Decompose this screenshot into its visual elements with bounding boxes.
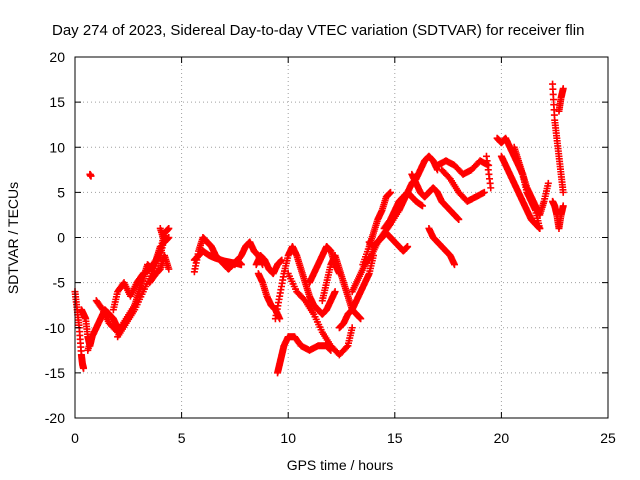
x-tick-label: 15 [387, 430, 403, 446]
y-tick-label: -20 [45, 410, 65, 426]
y-tick-label: -5 [53, 275, 66, 291]
series-arc-23 [359, 188, 395, 269]
data-point [343, 343, 351, 351]
data-point [165, 224, 173, 232]
y-axis-label: SDTVAR / TECUs [5, 182, 21, 294]
data-point [165, 234, 173, 241]
data-point [544, 179, 552, 187]
x-axis-label: GPS time / hours [287, 457, 394, 473]
series-arc-28 [425, 224, 458, 269]
series-arc-01 [71, 288, 88, 372]
series-arc-24 [365, 229, 412, 255]
data-point [87, 172, 95, 180]
y-tick-label: 20 [49, 49, 65, 65]
data-point [237, 261, 245, 269]
series-arc-19 [306, 243, 343, 287]
series-arc-37 [549, 197, 567, 232]
series-arc-09 [146, 252, 173, 287]
data-point [487, 184, 495, 192]
series-arc-16 [274, 333, 335, 377]
data-point [559, 85, 567, 93]
y-tick-label: -10 [45, 320, 65, 336]
data-point [455, 215, 463, 223]
grid-lines [75, 57, 608, 418]
chart-title: Day 274 of 2023, Sidereal Day-to-day VTE… [52, 22, 584, 39]
series-arc-21 [335, 252, 377, 332]
series-arc-29 [433, 157, 493, 178]
y-tick-label: 5 [57, 184, 65, 200]
plot-frame [74, 56, 609, 419]
y-axis-ticks: -20 -15 -10 -5 0 5 10 15 20 [45, 49, 608, 426]
series-arc-14 [252, 252, 286, 278]
data-point [387, 188, 395, 196]
data-point [404, 243, 412, 251]
series-arc-18 [284, 270, 356, 359]
y-tick-label: 15 [49, 94, 65, 110]
data-point [536, 224, 544, 232]
x-tick-label: 20 [494, 430, 510, 446]
series-arc-31 [482, 152, 495, 192]
series-arc-08 [124, 224, 173, 323]
data-point [419, 202, 427, 210]
series-arc-34 [510, 143, 552, 219]
series-arc-30 [438, 166, 488, 205]
data-point [559, 202, 567, 210]
series-arc-10 [156, 224, 173, 246]
y-tick-label: 0 [57, 230, 65, 246]
series-arc-03 [86, 170, 95, 180]
y-tick-label: 10 [49, 139, 65, 155]
data-point [357, 315, 365, 323]
series-arc-12 [190, 247, 245, 269]
data-point [480, 188, 488, 196]
x-tick-label: 0 [71, 430, 79, 446]
x-tick-label: 25 [600, 430, 616, 446]
x-tick-label: 5 [178, 430, 186, 446]
series-arc-17 [271, 243, 339, 323]
series-arc-36 [555, 85, 567, 115]
x-tick-label: 10 [280, 430, 296, 446]
series-arc-27 [408, 170, 463, 223]
series-arc-35 [549, 80, 567, 196]
data-point [80, 364, 88, 372]
y-tick-label: -15 [45, 365, 65, 381]
data-point [348, 324, 356, 332]
x-axis-ticks: 0 5 10 15 20 25 [71, 57, 616, 446]
series-arc-33 [497, 152, 544, 232]
data-point [450, 261, 458, 269]
data-point [165, 265, 173, 273]
data-point [331, 288, 339, 296]
data-point [559, 188, 567, 196]
data-points [71, 80, 567, 377]
